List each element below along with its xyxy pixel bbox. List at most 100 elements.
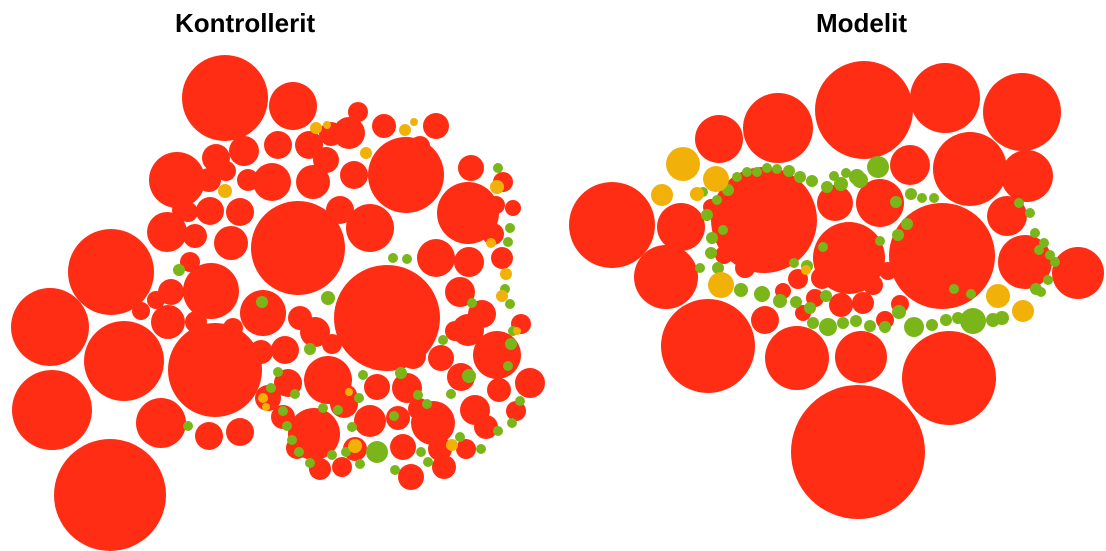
bubble-red bbox=[487, 196, 505, 214]
bubble-red bbox=[326, 196, 354, 224]
bubble-red bbox=[491, 247, 513, 269]
bubble-red bbox=[445, 321, 465, 341]
bubble-green bbox=[355, 459, 365, 469]
bubble-red bbox=[1052, 247, 1104, 299]
bubble-green bbox=[818, 242, 828, 252]
bubble-green bbox=[1050, 257, 1060, 267]
bubble-green bbox=[772, 164, 782, 174]
bubble-red bbox=[253, 163, 291, 201]
bubble-green bbox=[505, 223, 515, 233]
bubble-green bbox=[333, 405, 343, 415]
bubble-red bbox=[333, 117, 365, 149]
bubble-red bbox=[296, 165, 330, 199]
bubble-yellow bbox=[666, 147, 700, 181]
bubble-green bbox=[712, 262, 724, 274]
bubble-red bbox=[11, 288, 89, 366]
bubble-red bbox=[147, 212, 187, 252]
bubble-red bbox=[182, 55, 268, 141]
bubble-green bbox=[318, 403, 328, 413]
chart-title-modelit: Modelit bbox=[816, 8, 907, 38]
bubble-yellow bbox=[258, 393, 268, 403]
bubble-green bbox=[940, 314, 952, 326]
bubble-green bbox=[1036, 287, 1046, 297]
bubble-red bbox=[815, 61, 913, 159]
bubble-green bbox=[820, 290, 832, 302]
bubble-green bbox=[304, 343, 316, 355]
bubble-red bbox=[168, 323, 262, 417]
bubble-red bbox=[908, 272, 928, 292]
bubble-yellow bbox=[690, 187, 704, 201]
bubble-green bbox=[273, 367, 283, 377]
bubble-red bbox=[751, 306, 779, 334]
bubble-green bbox=[1030, 228, 1040, 238]
bubble-red bbox=[791, 385, 925, 519]
bubble-green bbox=[467, 298, 477, 308]
bubble-yellow bbox=[490, 180, 504, 194]
bubble-red bbox=[183, 224, 207, 248]
bubble-green bbox=[503, 361, 513, 371]
bubble-red bbox=[197, 168, 221, 192]
bubble-green bbox=[462, 369, 476, 383]
bubble-red bbox=[288, 306, 312, 330]
bubble-red bbox=[458, 155, 484, 181]
bubble-green bbox=[926, 319, 938, 331]
bubble-green bbox=[305, 458, 315, 468]
bubble-red bbox=[933, 132, 1007, 206]
bubble-green bbox=[960, 308, 986, 334]
bubble-red bbox=[271, 336, 299, 364]
bubble-red bbox=[240, 290, 286, 336]
bubble-green bbox=[705, 247, 717, 259]
bubble-green bbox=[366, 441, 388, 463]
bubble-red bbox=[54, 439, 166, 551]
bubble-green bbox=[358, 370, 368, 380]
bubble-red bbox=[829, 293, 853, 317]
chart-title-kontrollerit: Kontrollerit bbox=[175, 8, 316, 38]
bubble-red bbox=[216, 161, 236, 181]
bubble-green bbox=[503, 237, 513, 247]
bubble-red bbox=[432, 455, 456, 479]
bubble-red bbox=[856, 179, 904, 227]
bubble-green bbox=[389, 411, 399, 421]
bubble-yellow bbox=[1012, 300, 1034, 322]
bubble-cluster-modelit bbox=[569, 61, 1104, 519]
bubble-green bbox=[341, 447, 351, 457]
bubble-red bbox=[445, 277, 475, 307]
bubble-green bbox=[388, 253, 398, 263]
bubble-green bbox=[804, 302, 816, 314]
bubble-red bbox=[183, 263, 239, 319]
bubble-red bbox=[765, 326, 829, 390]
bubble-green bbox=[995, 311, 1009, 325]
bubble-green bbox=[892, 229, 904, 241]
bubble-red bbox=[398, 464, 424, 490]
bubble-green bbox=[266, 383, 276, 393]
bubble-red bbox=[136, 398, 186, 448]
bubble-green bbox=[734, 283, 748, 297]
bubble-green bbox=[718, 225, 728, 235]
bubble-red bbox=[735, 258, 755, 278]
bubble-red bbox=[364, 374, 390, 400]
bubble-green bbox=[742, 167, 752, 177]
bubble-red bbox=[368, 340, 392, 364]
bubble-green bbox=[327, 450, 337, 460]
bubble-green bbox=[952, 312, 964, 324]
bubble-yellow bbox=[323, 121, 331, 129]
bubble-green bbox=[1045, 250, 1055, 260]
bubble-yellow bbox=[446, 439, 458, 451]
bubble-yellow bbox=[513, 327, 521, 335]
bubble-green bbox=[890, 196, 902, 208]
bubble-green bbox=[732, 172, 742, 182]
bubble-red bbox=[634, 245, 698, 309]
bubble-red bbox=[229, 136, 259, 166]
bubble-red bbox=[185, 311, 207, 333]
bubble-green bbox=[1034, 245, 1044, 255]
bubble-red bbox=[743, 93, 813, 163]
bubble-green bbox=[515, 396, 525, 406]
bubble-red bbox=[295, 131, 323, 159]
bubble-green bbox=[754, 286, 770, 302]
bubble-red bbox=[147, 291, 165, 309]
bubble-red bbox=[983, 73, 1061, 151]
bubble-green bbox=[422, 399, 432, 409]
bubble-green bbox=[183, 421, 193, 431]
bubble-yellow bbox=[310, 122, 322, 134]
